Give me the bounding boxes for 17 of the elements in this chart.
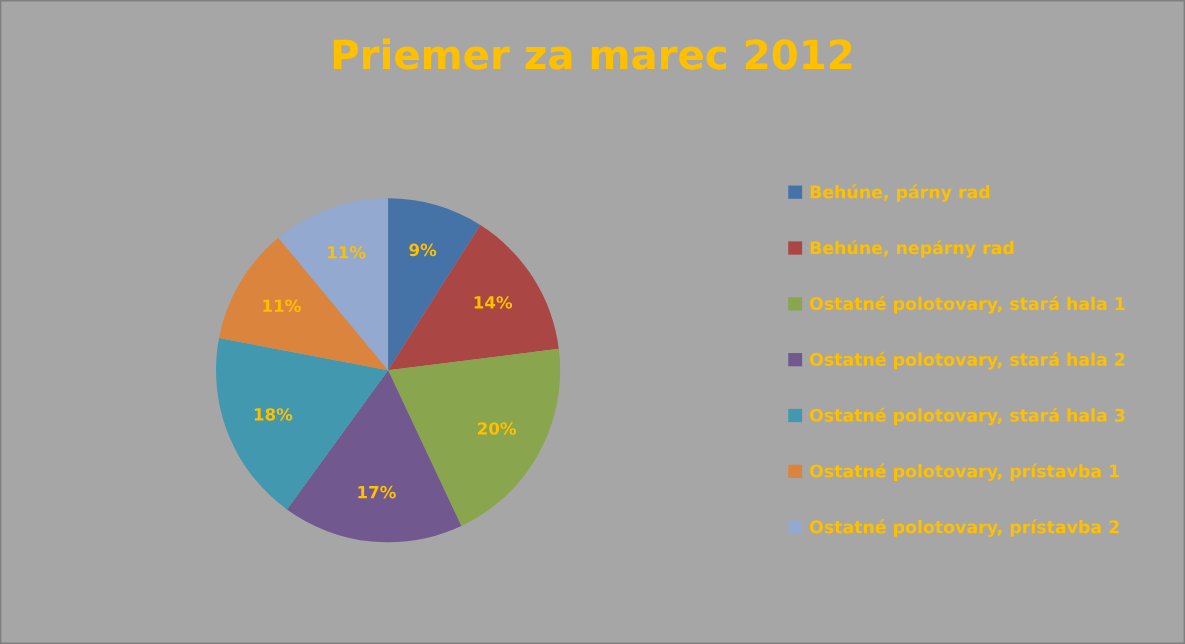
data-label: 11% (263, 299, 301, 313)
legend-label: Ostatné polotovary, stará hala 3 (809, 407, 1125, 426)
data-label: 11% (328, 245, 366, 259)
legend-label: Behúne, nepárny rad (810, 240, 1014, 258)
data-label: 18% (254, 408, 293, 421)
data-label: 20% (478, 422, 517, 435)
legend-label: Ostatné polotovary, prístavba 2 (809, 519, 1119, 537)
pie-slice (219, 237, 389, 371)
legend-label: Behúne, párny rad (810, 184, 990, 202)
pie-slice (388, 225, 559, 371)
legend-label: Ostatné polotovary, prístavba 1 (809, 463, 1120, 482)
chart-title: Priemer za marec 2012 (333, 38, 852, 70)
legend-label: Ostatné polotovary, stará hala 2 (809, 351, 1125, 370)
data-label: 14% (474, 296, 513, 309)
legend-label: Ostatné polotovary, stará hala 1 (809, 296, 1125, 314)
data-label: 9% (409, 243, 437, 257)
data-label: 17% (358, 485, 396, 499)
